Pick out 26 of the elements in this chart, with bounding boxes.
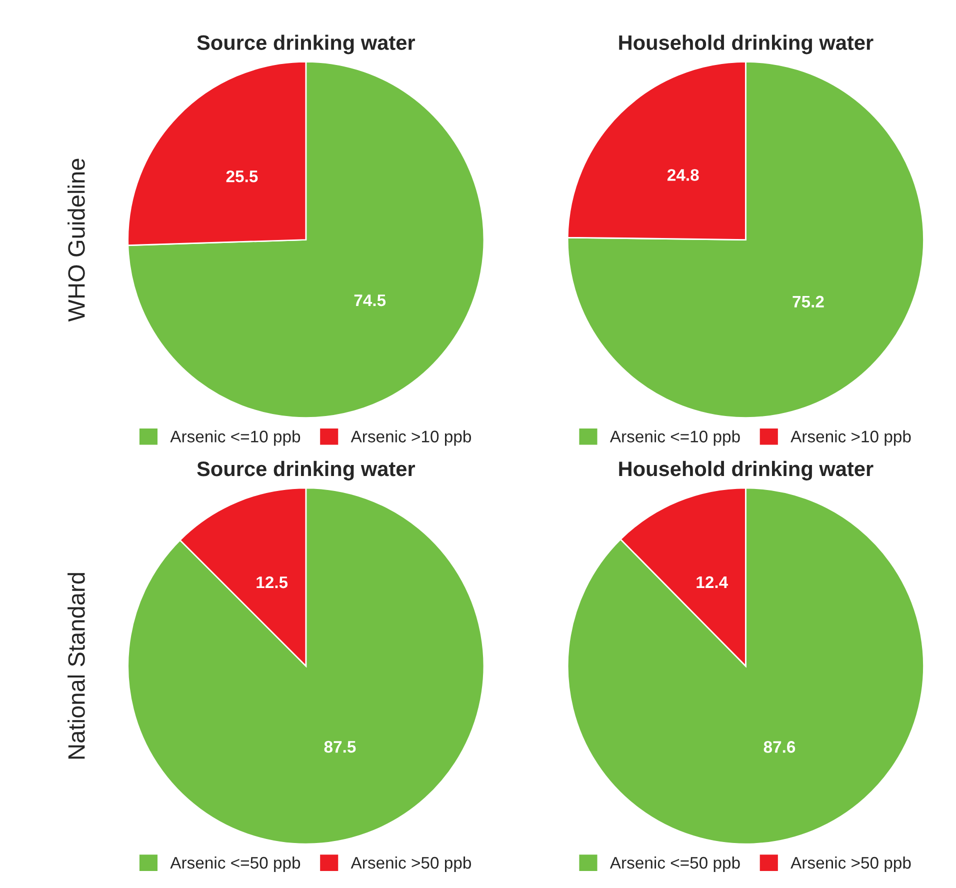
legend-label: Arsenic <=50 ppb [610, 856, 740, 872]
data-label: 25.5 [226, 170, 258, 182]
legend-label: Arsenic >10 ppb [790, 430, 911, 446]
legend-label: Arsenic >50 ppb [350, 856, 472, 872]
legend-label: Arsenic >50 ppb [790, 856, 911, 872]
text: National Standard [68, 573, 85, 759]
data-label: 87.6 [764, 741, 796, 753]
data-label: 75.2 [792, 296, 824, 308]
pie-slice [127, 60, 485, 418]
data-label: 74.5 [354, 294, 386, 306]
pie-slice [566, 60, 924, 419]
legend-label: Arsenic <=10 ppb [170, 430, 300, 446]
data-label: 12.5 [256, 576, 288, 588]
chart-title: Household drinking water [619, 34, 874, 54]
legend-label: Arsenic >10 ppb [350, 430, 472, 446]
data-label: 87.5 [324, 740, 356, 753]
data-label: 24.8 [667, 169, 699, 181]
chart-title: Household drinking water [619, 460, 874, 480]
chart-title: Source drinking water [197, 34, 416, 54]
pie-slice [127, 487, 485, 845]
text: WHO Guideline [68, 158, 85, 322]
data-label: 12.4 [696, 576, 728, 588]
legend-label: Arsenic <=10 ppb [610, 430, 740, 446]
pie-slice [566, 487, 924, 845]
legend-label: Arsenic <=50 ppb [170, 856, 300, 872]
chart-title: Source drinking water [197, 460, 416, 480]
